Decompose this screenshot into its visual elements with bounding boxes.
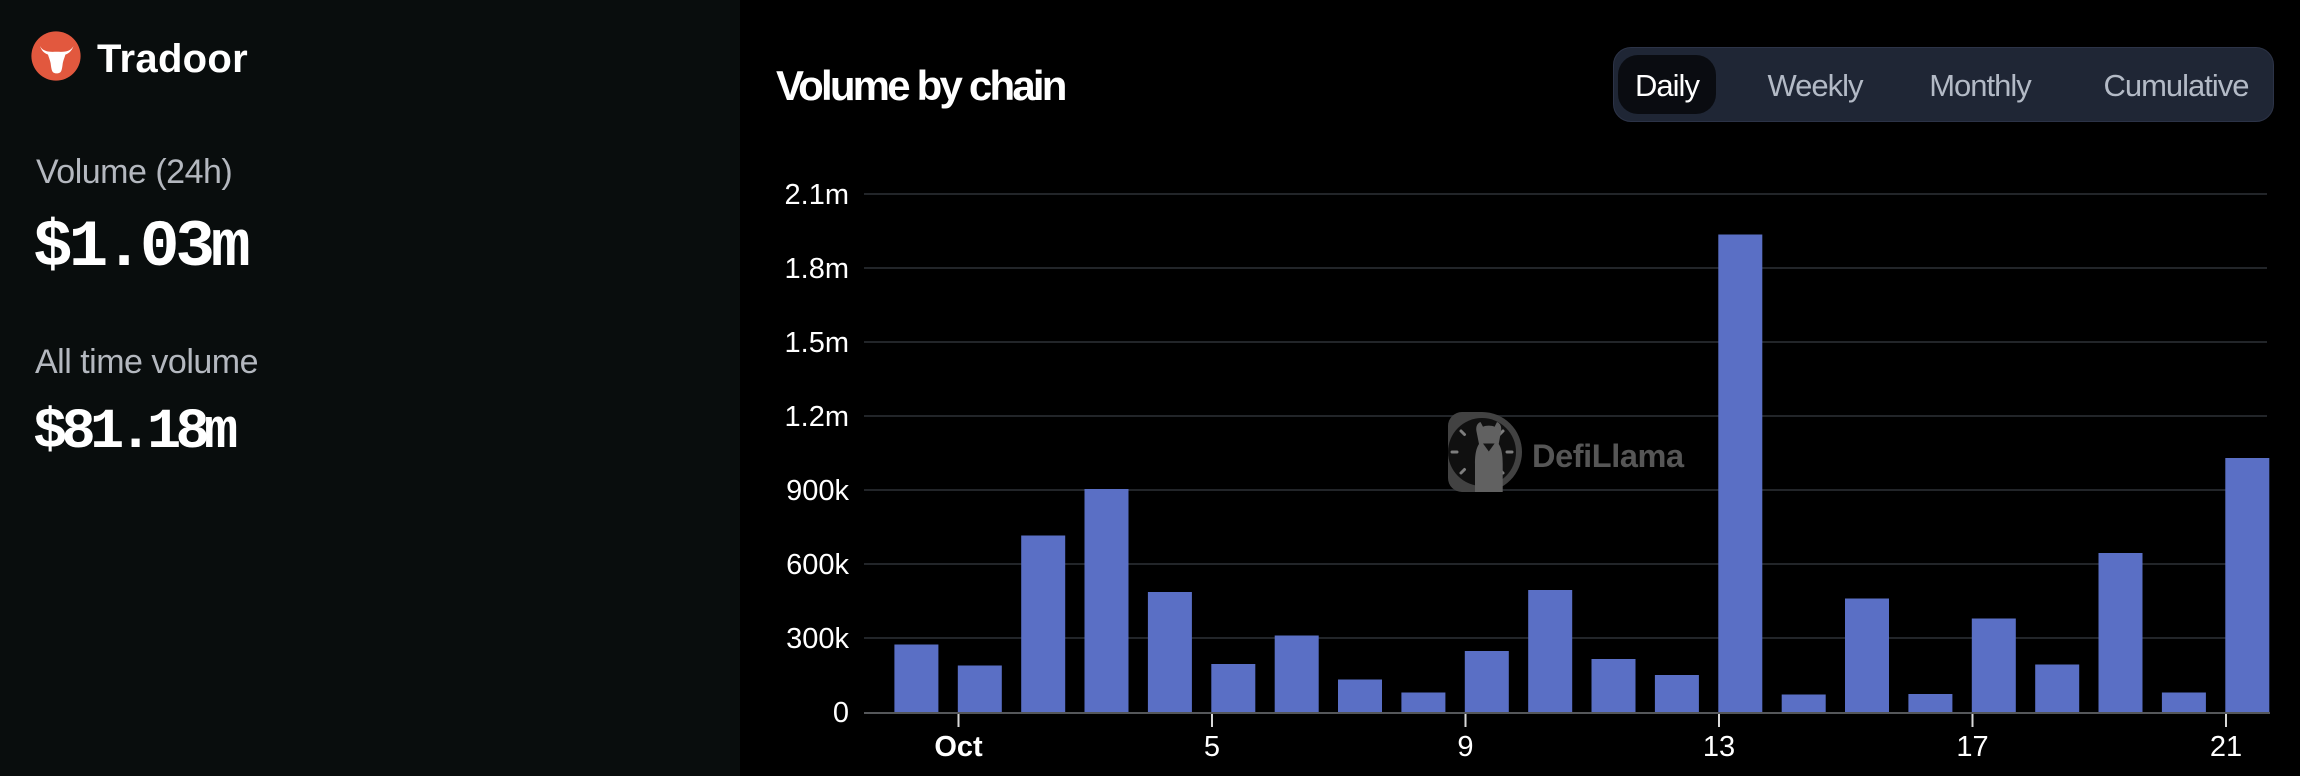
svg-text:1.5m: 1.5m [785,327,849,359]
svg-text:600k: 600k [786,549,849,581]
svg-text:2.1m: 2.1m [785,179,849,211]
svg-text:Oct: Oct [934,731,983,763]
svg-text:9: 9 [1457,731,1473,763]
svg-text:13: 13 [1703,731,1735,763]
svg-text:300k: 300k [786,623,849,655]
svg-text:21: 21 [2210,731,2242,763]
svg-text:0: 0 [833,697,849,729]
svg-text:5: 5 [1204,731,1220,763]
svg-text:900k: 900k [786,475,849,507]
svg-text:1.2m: 1.2m [785,401,849,433]
svg-text:17: 17 [1956,731,1988,763]
svg-text:1.8m: 1.8m [785,253,849,285]
svg-text:DefiLlama: DefiLlama [1532,438,1685,474]
